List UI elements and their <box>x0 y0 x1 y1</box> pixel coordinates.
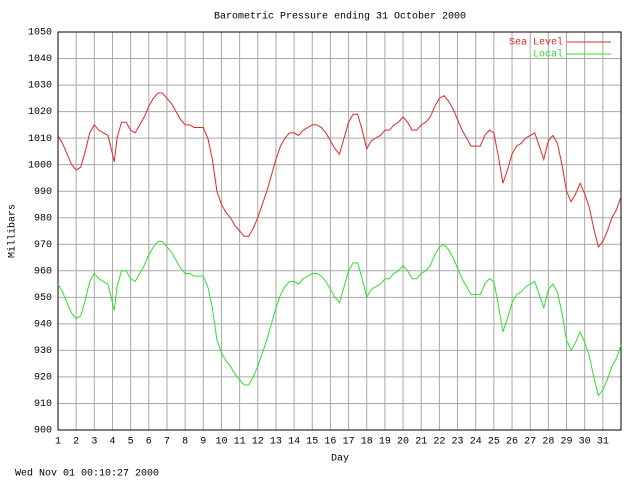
y-tick-label: 920 <box>34 373 52 384</box>
x-tick-label: 21 <box>415 437 427 448</box>
y-tick-label: 1050 <box>28 28 52 39</box>
x-tick-label: 13 <box>270 437 282 448</box>
x-tick-label: 9 <box>200 437 206 448</box>
y-tick-label: 980 <box>34 213 52 224</box>
y-tick-label: 900 <box>34 426 52 437</box>
y-tick-label: 910 <box>34 399 52 410</box>
y-tick-label: 1020 <box>28 107 52 118</box>
x-tick-label: 18 <box>361 437 373 448</box>
x-tick-label: 27 <box>524 437 536 448</box>
line-series <box>57 92 622 248</box>
chart-title: Barometric Pressure ending 31 October 20… <box>214 11 466 23</box>
x-tick-label: 25 <box>488 437 500 448</box>
x-tick-label: 16 <box>324 437 336 448</box>
line-series <box>57 241 622 397</box>
x-tick-label: 5 <box>128 437 134 448</box>
x-tick-label: 22 <box>433 437 445 448</box>
legend-label: Sea Level <box>509 37 563 49</box>
x-tick-label: 10 <box>215 437 227 448</box>
footer-timestamp: Wed Nov 01 00:10:27 2000 <box>15 468 159 480</box>
x-tick-label: 11 <box>234 437 246 448</box>
x-tick-label: 1 <box>55 437 61 448</box>
y-tick-label: 940 <box>34 320 52 331</box>
x-tick-label: 6 <box>146 437 152 448</box>
x-tick-label: 4 <box>109 437 115 448</box>
y-tick-label: 960 <box>34 266 52 277</box>
y-tick-label: 1010 <box>28 134 52 145</box>
legend-label: Local <box>533 49 563 61</box>
plot-frame <box>57 31 622 431</box>
y-axis-label: Millibars <box>7 204 19 258</box>
y-tick-label: 1040 <box>28 54 52 65</box>
y-tick-label: 1030 <box>28 81 52 92</box>
x-tick-label: 15 <box>306 437 318 448</box>
x-tick-label: 2 <box>73 437 79 448</box>
x-tick-label: 14 <box>288 437 300 448</box>
x-tick-label: 31 <box>597 437 609 448</box>
x-tick-label: 12 <box>252 437 264 448</box>
x-tick-label: 26 <box>506 437 518 448</box>
y-tick-label: 970 <box>34 240 52 251</box>
x-tick-label: 8 <box>182 437 188 448</box>
y-tick-label: 930 <box>34 346 52 357</box>
x-tick-label: 29 <box>561 437 573 448</box>
x-tick-label: 3 <box>91 437 97 448</box>
x-tick-label: 7 <box>164 437 170 448</box>
x-tick-label: 30 <box>579 437 591 448</box>
x-tick-label: 19 <box>379 437 391 448</box>
y-tick-label: 1000 <box>28 160 52 171</box>
y-tick-label: 990 <box>34 187 52 198</box>
x-axis-label: Day <box>331 454 349 465</box>
x-tick-label: 23 <box>452 437 464 448</box>
x-tick-label: 17 <box>343 437 355 448</box>
x-tick-label: 24 <box>470 437 482 448</box>
x-tick-label: 20 <box>397 437 409 448</box>
x-tick-label: 28 <box>542 437 554 448</box>
y-tick-label: 950 <box>34 293 52 304</box>
